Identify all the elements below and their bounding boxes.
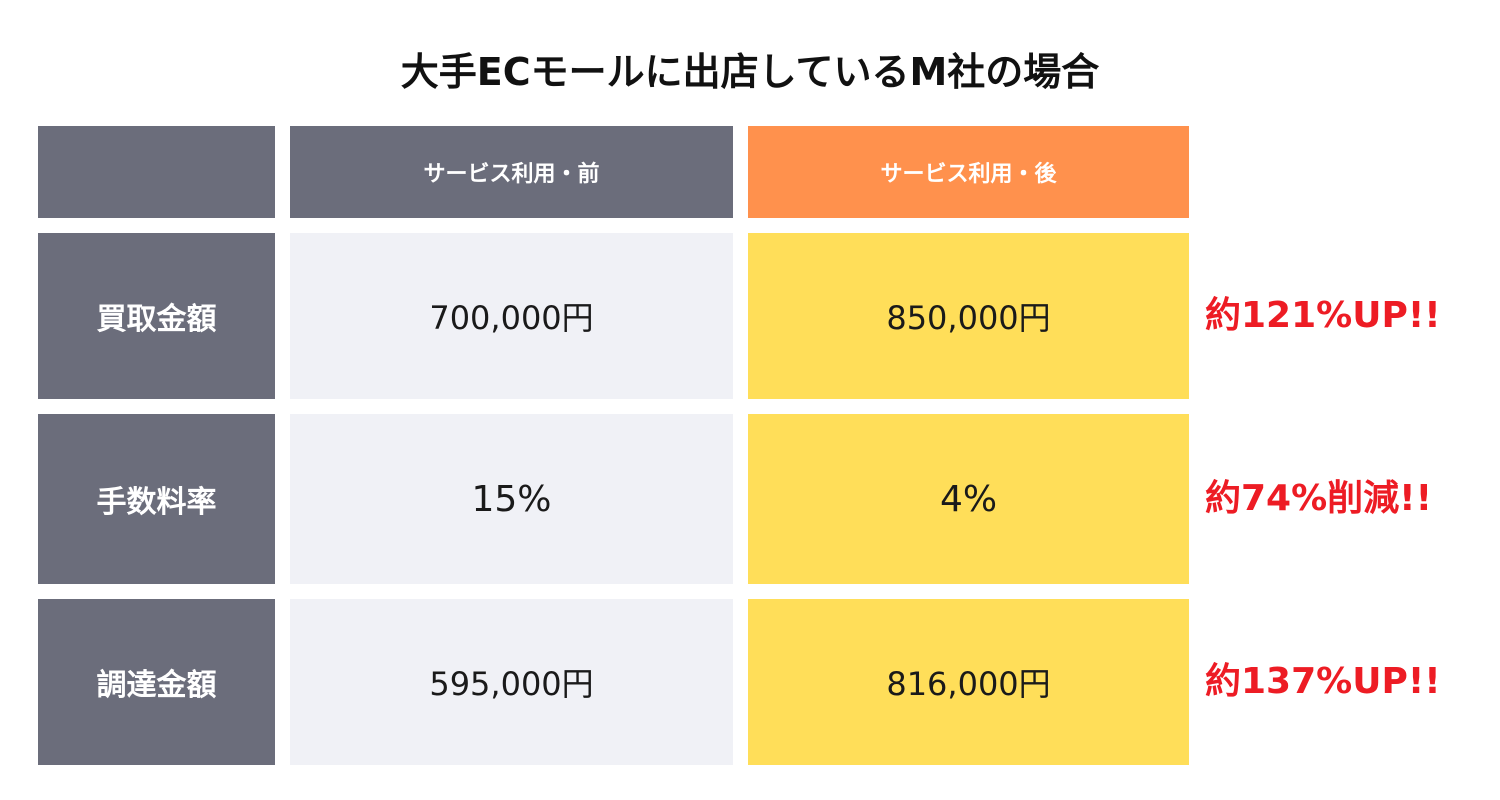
header-after-cell: サービス利用・後 [748, 126, 1189, 218]
header-before-cell: サービス利用・前 [290, 126, 733, 218]
after-value-cell: 816,000円 [748, 599, 1189, 765]
after-value: 816,000円 [886, 665, 1051, 703]
header-corner-cell [38, 126, 275, 218]
improvement-note: 約121%UP!! [1205, 295, 1441, 336]
after-value: 4% [939, 478, 998, 520]
row-label-cell: 手数料率 [38, 414, 275, 584]
row-label: 手数料率 [96, 485, 217, 520]
after-value: 850,000円 [886, 299, 1051, 337]
row-label: 調達金額 [96, 668, 217, 703]
before-value: 700,000円 [429, 299, 594, 337]
row-label: 買取金額 [96, 302, 217, 337]
page-title: 大手ECモールに出店しているM社の場合 [400, 50, 1100, 94]
row-label-cell: 調達金額 [38, 599, 275, 765]
header-after-label: サービス利用・後 [880, 162, 1057, 187]
before-value: 15% [471, 478, 552, 520]
header-before-label: サービス利用・前 [423, 162, 600, 187]
before-value: 595,000円 [429, 665, 594, 703]
improvement-note: 約137%UP!! [1205, 661, 1441, 702]
before-value-cell: 595,000円 [290, 599, 733, 765]
before-value-cell: 15% [290, 414, 733, 584]
after-value-cell: 4% [748, 414, 1189, 584]
before-value-cell: 700,000円 [290, 233, 733, 399]
after-value-cell: 850,000円 [748, 233, 1189, 399]
row-label-cell: 買取金額 [38, 233, 275, 399]
improvement-note: 約74%削減!! [1205, 478, 1433, 519]
